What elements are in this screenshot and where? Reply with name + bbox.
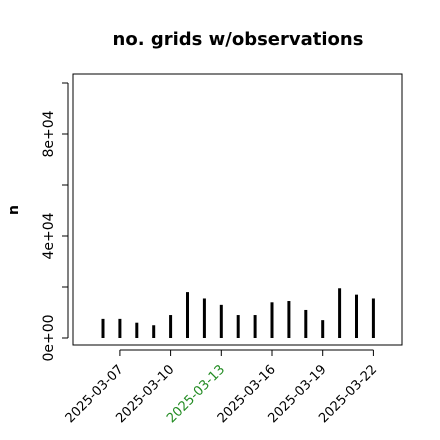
y-tick-label: 4e+04 — [41, 212, 57, 259]
plot-box — [72, 73, 403, 346]
y-axis: 0e+00 4e+04 8e+04 — [41, 82, 69, 362]
x-axis: 2025-03-072025-03-102025-03-132025-03-16… — [63, 349, 380, 426]
y-tick-label: 8e+04 — [41, 110, 57, 157]
bars — [101, 288, 375, 338]
chart-title: no. grids w/observations — [113, 29, 364, 50]
y-tick-label: 0e+00 — [41, 314, 57, 361]
y-axis-label: n — [6, 205, 22, 215]
